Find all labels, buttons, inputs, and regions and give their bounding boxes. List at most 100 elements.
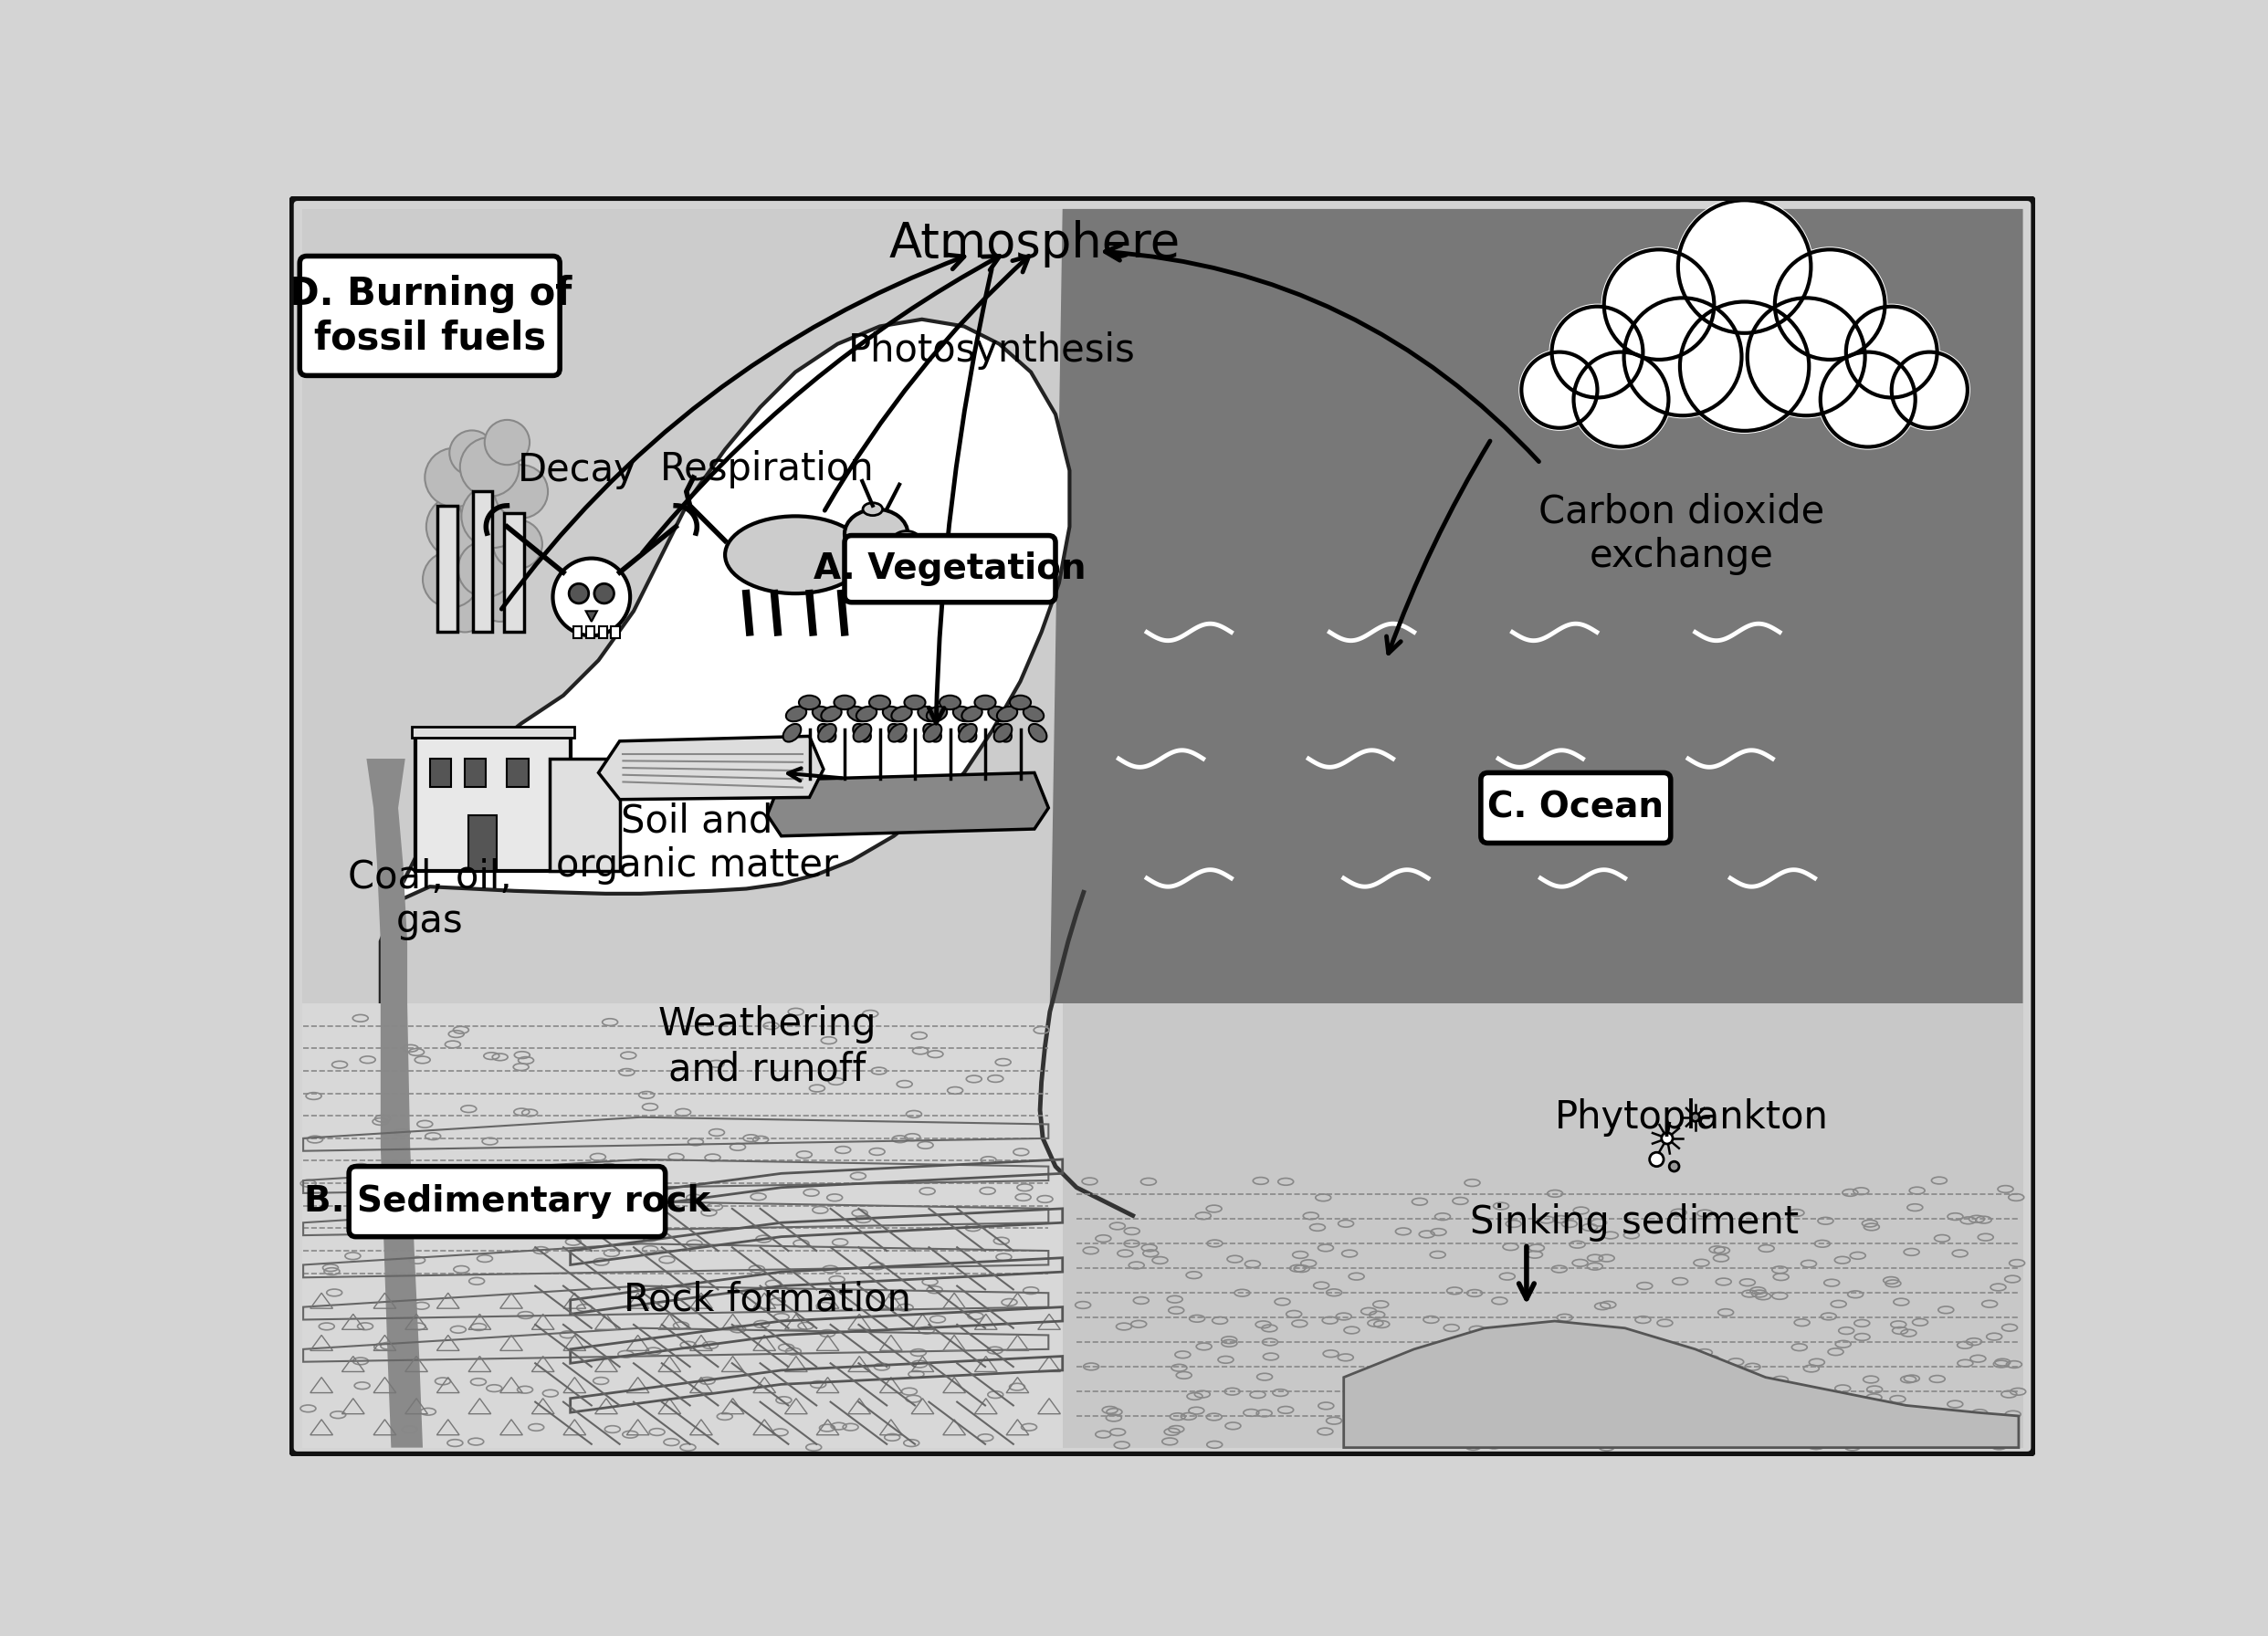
Text: A. Vegetation: A. Vegetation — [814, 551, 1086, 586]
Ellipse shape — [975, 695, 996, 710]
Ellipse shape — [993, 723, 1012, 741]
Ellipse shape — [923, 723, 941, 741]
Bar — [503, 512, 524, 631]
Bar — [302, 1003, 2023, 1448]
Bar — [610, 627, 619, 638]
FancyBboxPatch shape — [844, 535, 1055, 602]
FancyBboxPatch shape — [299, 257, 560, 376]
Text: Soil and
organic matter: Soil and organic matter — [556, 802, 839, 885]
Text: Decay: Decay — [517, 452, 637, 489]
Bar — [469, 815, 497, 870]
Ellipse shape — [853, 723, 871, 741]
Bar — [429, 759, 451, 787]
Text: B. Sedimentary rock: B. Sedimentary rock — [304, 1184, 710, 1219]
Bar — [465, 759, 485, 787]
Text: D. Burning of
fossil fuels: D. Burning of fossil fuels — [288, 275, 572, 357]
Circle shape — [1622, 294, 1744, 419]
Ellipse shape — [959, 723, 978, 741]
Text: Rock formation: Rock formation — [624, 1281, 912, 1319]
Circle shape — [458, 530, 508, 579]
Polygon shape — [367, 759, 422, 1448]
Text: Sinking sediment: Sinking sediment — [1470, 1204, 1799, 1242]
Circle shape — [1692, 1112, 1699, 1121]
Ellipse shape — [821, 707, 841, 721]
Text: Photosynthesis: Photosynthesis — [848, 332, 1136, 370]
Ellipse shape — [782, 723, 801, 741]
Text: C. Ocean: C. Ocean — [1488, 790, 1665, 825]
Ellipse shape — [928, 707, 948, 721]
Ellipse shape — [812, 707, 832, 721]
Circle shape — [460, 437, 519, 496]
Ellipse shape — [1009, 695, 1032, 710]
Circle shape — [1889, 348, 1971, 430]
Circle shape — [1817, 348, 1919, 450]
Ellipse shape — [905, 695, 925, 710]
Ellipse shape — [989, 707, 1009, 721]
Bar — [302, 209, 2023, 1003]
Ellipse shape — [923, 723, 941, 741]
Circle shape — [426, 496, 490, 558]
Ellipse shape — [869, 695, 891, 710]
Polygon shape — [381, 319, 1070, 1003]
Ellipse shape — [919, 707, 939, 721]
Circle shape — [479, 579, 522, 622]
Circle shape — [1662, 1132, 1674, 1144]
Ellipse shape — [844, 509, 907, 558]
Circle shape — [1601, 247, 1717, 363]
Circle shape — [485, 420, 531, 465]
Ellipse shape — [891, 532, 921, 551]
Bar — [1061, 1003, 2023, 1448]
Circle shape — [1676, 299, 1812, 434]
Text: Phytoplankton: Phytoplankton — [1554, 1098, 1828, 1137]
Ellipse shape — [953, 707, 973, 721]
Ellipse shape — [819, 723, 837, 741]
Ellipse shape — [862, 502, 882, 515]
Ellipse shape — [882, 707, 903, 721]
Polygon shape — [585, 612, 596, 622]
Bar — [585, 627, 594, 638]
Circle shape — [569, 584, 590, 604]
Ellipse shape — [959, 723, 978, 741]
Circle shape — [422, 551, 479, 607]
Polygon shape — [767, 772, 1048, 836]
Text: Carbon dioxide
exchange: Carbon dioxide exchange — [1538, 492, 1823, 576]
Circle shape — [460, 476, 513, 528]
Ellipse shape — [819, 723, 837, 741]
Ellipse shape — [889, 723, 907, 741]
Circle shape — [553, 558, 631, 636]
Ellipse shape — [1023, 707, 1043, 721]
Circle shape — [1549, 304, 1647, 401]
Ellipse shape — [1030, 723, 1048, 741]
Circle shape — [1669, 1162, 1678, 1171]
Bar — [599, 627, 608, 638]
Bar — [415, 731, 569, 870]
Circle shape — [458, 542, 515, 597]
Circle shape — [449, 430, 494, 476]
Ellipse shape — [835, 695, 855, 710]
Circle shape — [1771, 247, 1887, 363]
Circle shape — [494, 465, 549, 519]
Bar — [574, 627, 581, 638]
Circle shape — [1844, 304, 1939, 401]
Text: Coal, oil,
gas: Coal, oil, gas — [347, 857, 513, 941]
Text: Weathering
and runoff: Weathering and runoff — [658, 1006, 875, 1088]
Ellipse shape — [889, 723, 907, 741]
Bar — [508, 759, 528, 787]
Text: Atmosphere: Atmosphere — [889, 221, 1179, 268]
Ellipse shape — [891, 707, 912, 721]
Circle shape — [594, 584, 615, 604]
Circle shape — [1744, 294, 1869, 419]
Ellipse shape — [939, 695, 962, 710]
Ellipse shape — [848, 707, 869, 721]
Bar — [549, 759, 619, 870]
Ellipse shape — [962, 707, 982, 721]
Circle shape — [445, 591, 485, 631]
Polygon shape — [1048, 209, 2023, 1090]
FancyBboxPatch shape — [349, 1166, 665, 1237]
Ellipse shape — [798, 695, 821, 710]
Polygon shape — [1343, 1322, 2019, 1448]
Circle shape — [424, 448, 483, 507]
Bar — [413, 726, 574, 738]
Ellipse shape — [998, 707, 1018, 721]
Polygon shape — [599, 736, 823, 800]
